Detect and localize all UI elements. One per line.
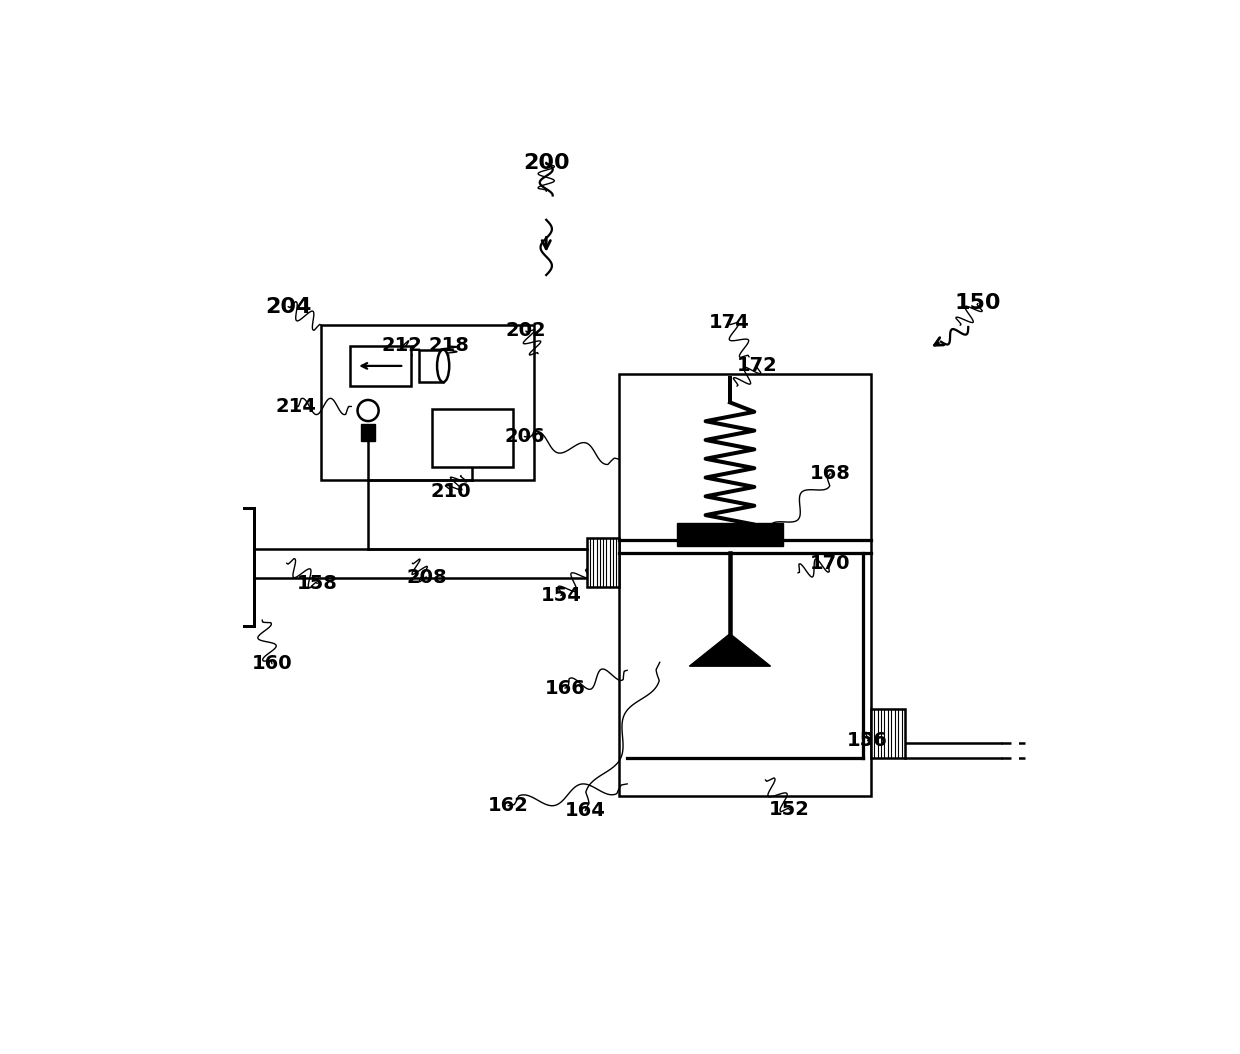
Ellipse shape xyxy=(436,350,449,383)
Text: 168: 168 xyxy=(810,465,851,484)
Text: 200: 200 xyxy=(523,153,569,173)
Bar xyxy=(677,524,782,546)
Text: 160: 160 xyxy=(252,655,293,674)
Bar xyxy=(419,350,443,383)
Bar xyxy=(432,409,513,467)
Text: 208: 208 xyxy=(407,568,448,587)
Text: 152: 152 xyxy=(769,800,810,819)
Text: 156: 156 xyxy=(847,731,888,750)
Bar xyxy=(350,346,410,386)
Text: 204: 204 xyxy=(265,296,311,316)
Text: 214: 214 xyxy=(275,397,316,416)
Text: 172: 172 xyxy=(737,355,777,374)
Polygon shape xyxy=(689,633,770,666)
Text: 150: 150 xyxy=(955,293,1001,313)
Text: 158: 158 xyxy=(296,573,337,593)
Text: 170: 170 xyxy=(810,553,851,572)
Bar xyxy=(321,326,534,480)
Text: 174: 174 xyxy=(708,313,749,332)
Bar xyxy=(870,709,905,758)
Text: 206: 206 xyxy=(503,427,544,446)
Bar xyxy=(587,538,619,587)
Circle shape xyxy=(357,399,378,422)
Text: 166: 166 xyxy=(544,679,585,698)
Text: 202: 202 xyxy=(506,321,547,340)
Text: 164: 164 xyxy=(564,801,605,820)
Text: 218: 218 xyxy=(428,336,469,355)
Text: 154: 154 xyxy=(541,586,582,605)
Text: 162: 162 xyxy=(487,796,528,816)
Bar xyxy=(361,424,376,442)
Bar xyxy=(619,374,870,796)
Text: 210: 210 xyxy=(432,482,471,502)
Text: 212: 212 xyxy=(382,336,422,355)
